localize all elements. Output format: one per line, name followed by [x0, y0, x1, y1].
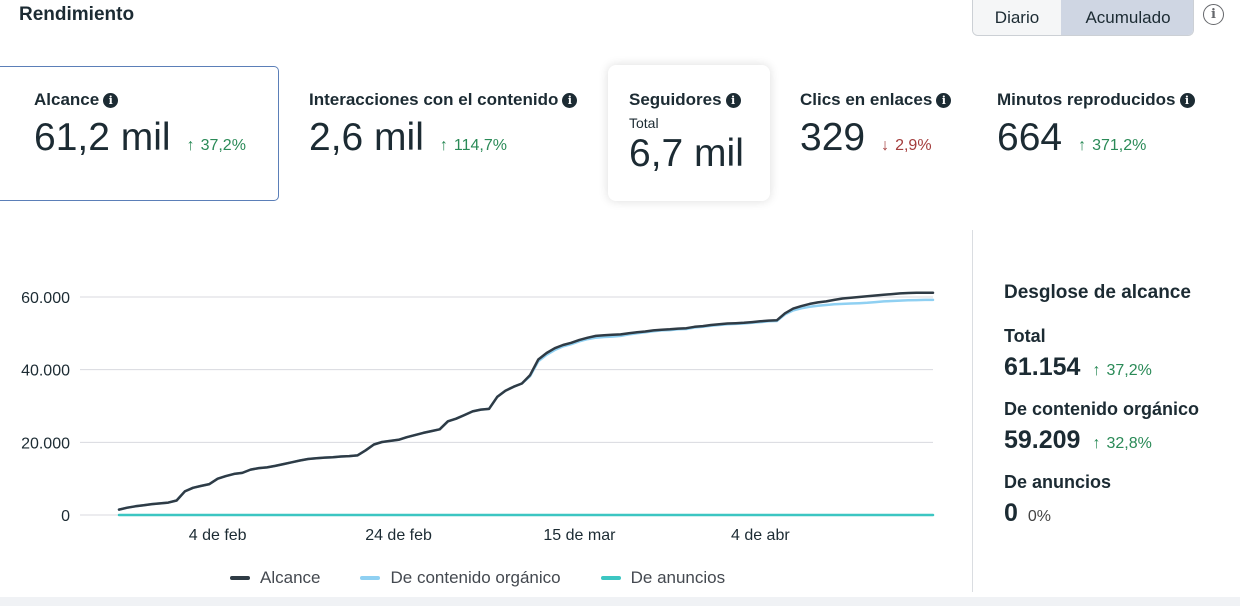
arrow-up-icon: ↑: [439, 137, 448, 154]
breakdown-title: Desglose de alcance: [1004, 282, 1191, 303]
reach-line-chart[interactable]: 0 20.000 40.000 60.000 4 de feb 24 de feb 15 d…: [0, 230, 960, 560]
legend-swatch: [230, 576, 250, 580]
metric-sublabel: Total: [629, 115, 659, 131]
y-tick-label: 0: [61, 508, 70, 525]
section-title: Rendimiento: [19, 4, 135, 25]
metric-change: ↓ 2,9%: [881, 137, 932, 154]
x-tick-label: 15 de mar: [543, 527, 616, 544]
info-icon[interactable]: i: [562, 92, 578, 108]
reach-breakdown: Desglose de alcance Total 61.154 ↑ 37,2% …: [1004, 282, 1199, 545]
metric-label: Minutos reproducidos: [997, 90, 1176, 109]
metric-value: 61,2 mil: [34, 116, 171, 159]
arrow-up-icon: ↑: [1078, 137, 1087, 154]
series-line-alcance: [117, 291, 935, 511]
legend-swatch: [600, 576, 621, 580]
divider: [972, 230, 973, 592]
metric-value: 6,7 mil: [629, 132, 744, 175]
selected-card-alcance[interactable]: [0, 66, 279, 201]
arrow-down-icon: ↓: [881, 137, 890, 154]
breakdown-change: 0%: [1027, 508, 1052, 525]
metric-value: 329: [800, 116, 866, 159]
breakdown-value: 0: [1004, 499, 1018, 527]
metric-value: 2,6 mil: [309, 116, 424, 159]
metric-change: ↑ 371,2%: [1078, 137, 1147, 154]
metric-value: 664: [997, 116, 1063, 159]
info-icon[interactable]: i: [103, 92, 119, 108]
bottom-strip: [0, 597, 1240, 606]
arrow-up-icon: ↑: [186, 137, 195, 154]
breakdown-anuncios: De anuncios 0 0%: [1004, 472, 1112, 527]
metric-label: Alcance: [34, 90, 100, 109]
y-tick-label: 20.000: [21, 435, 70, 452]
y-tick-label: 40.000: [21, 363, 70, 380]
breakdown-value: 61.154: [1004, 353, 1081, 381]
info-icon[interactable]: i: [936, 92, 952, 108]
metric-label: Seguidores: [629, 90, 722, 109]
series-line-organico: [117, 298, 935, 511]
breakdown-change: ↑ 32,8%: [1092, 435, 1152, 452]
metric-change: ↑ 37,2%: [186, 137, 246, 154]
legend-item-organico[interactable]: De contenido orgánico: [360, 568, 561, 588]
y-tick-label: 60.000: [21, 290, 70, 307]
metric-clics[interactable]: Clics en enlaces i 329 ↓ 2,9%: [800, 90, 952, 159]
chart-legend: Alcance De contenido orgánico De anuncio…: [230, 568, 765, 588]
legend-item-anuncios[interactable]: De anuncios: [600, 568, 725, 588]
breakdown-value: 59.209: [1004, 426, 1081, 454]
arrow-up-icon: ↑: [1092, 435, 1101, 452]
metric-interacciones[interactable]: Interacciones con el contenido i 2,6 mil …: [309, 90, 578, 159]
x-tick-label: 4 de abr: [731, 527, 790, 544]
toggle-diario[interactable]: Diario: [973, 0, 1061, 35]
legend-swatch: [360, 576, 381, 580]
info-icon[interactable]: i: [1179, 92, 1195, 108]
info-circle-icon[interactable]: i: [1203, 4, 1224, 25]
metric-seguidores[interactable]: Seguidores i Total 6,7 mil: [629, 90, 744, 173]
view-toggle: Diario Acumulado: [972, 0, 1194, 36]
metric-label: Clics en enlaces: [800, 90, 933, 109]
breakdown-total: Total 61.154 ↑ 37,2%: [1004, 326, 1152, 381]
legend-item-alcance[interactable]: Alcance: [230, 568, 320, 588]
breakdown-change: ↑ 37,2%: [1092, 362, 1152, 379]
metric-minutos[interactable]: Minutos reproducidos i 664 ↑ 371,2%: [997, 90, 1195, 157]
arrow-up-icon: ↑: [1092, 362, 1101, 379]
x-tick-label: 24 de feb: [365, 527, 432, 544]
metric-label: Interacciones con el contenido: [309, 90, 559, 109]
breakdown-organico: De contenido orgánico 59.209 ↑ 32,8%: [1004, 399, 1200, 454]
metric-change: ↑ 114,7%: [439, 137, 507, 154]
x-tick-label: 4 de feb: [189, 527, 247, 544]
metric-alcance[interactable]: Alcance i 61,2 mil ↑ 37,2%: [34, 90, 246, 157]
card-seguidores[interactable]: [608, 65, 770, 201]
info-icon[interactable]: i: [725, 92, 741, 108]
toggle-acumulado[interactable]: Acumulado: [1061, 0, 1193, 35]
